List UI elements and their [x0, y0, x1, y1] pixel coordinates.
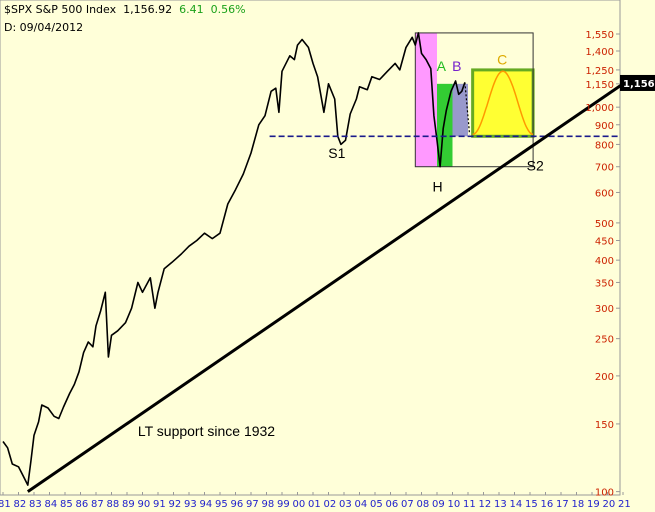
y-tick-label: 700: [595, 163, 614, 174]
y-tick-label: 1,250: [585, 66, 614, 77]
label-s2: S2: [527, 158, 544, 174]
x-tick-label: 20: [603, 499, 616, 510]
x-tick-label: 00: [293, 499, 306, 510]
label-c: C: [497, 52, 507, 68]
x-tick-label: 16: [541, 499, 554, 510]
y-tick-label: 900: [595, 121, 614, 132]
lt-support-trendline: [26, 82, 624, 493]
x-tick-label: 21: [618, 499, 631, 510]
forecast-box: [414, 32, 534, 168]
close-price: 1,156.92: [123, 3, 173, 16]
x-tick-label: 97: [246, 499, 259, 510]
x-tick-label: 05: [370, 499, 383, 510]
x-tick-label: 98: [262, 499, 275, 510]
last-price-tag: [620, 74, 655, 91]
x-tick-label: 09: [432, 499, 445, 510]
x-tick-label: 01: [308, 499, 321, 510]
change-percent: 0.56%: [210, 3, 246, 16]
y-tick-label: 400: [595, 256, 614, 267]
x-tick-label: 06: [386, 499, 399, 510]
x-tick-label: 82: [14, 499, 27, 510]
x-tick-label: 95: [215, 499, 228, 510]
x-tick-label: 11: [463, 499, 476, 510]
label-lt-support: LT support since 1932: [138, 423, 275, 439]
y-tick-label: 100: [595, 488, 614, 499]
x-tick-label: 83: [29, 499, 42, 510]
x-tick-label: 13: [494, 499, 507, 510]
x-tick-label: 89: [122, 499, 135, 510]
date-label: D: 09/04/2012: [4, 21, 84, 34]
x-tick-label: 14: [510, 499, 523, 510]
x-tick-label: 03: [339, 499, 352, 510]
y-tick-label: 450: [595, 236, 614, 247]
y-tick-label: 500: [595, 219, 614, 230]
y-tick-label: 1,400: [585, 47, 614, 58]
y-tick-label: 300: [595, 304, 614, 315]
x-tick-label: 18: [572, 499, 585, 510]
x-tick-label: 87: [91, 499, 104, 510]
x-tick-label: 81: [0, 499, 11, 510]
x-tick-label: 02: [324, 499, 337, 510]
y-tick-label: 600: [595, 188, 614, 199]
x-tick-label: 92: [169, 499, 182, 510]
y-tick-label: 200: [595, 372, 614, 383]
cycle-curve: [472, 70, 534, 136]
x-tick-label: 96: [231, 499, 244, 510]
y-tick-label: 1,000: [585, 103, 614, 114]
x-tick-label: 15: [525, 499, 538, 510]
x-tick-label: 91: [153, 499, 166, 510]
label-a: A: [437, 58, 447, 74]
label-h: H: [433, 178, 443, 194]
x-tick-label: 07: [401, 499, 414, 510]
ticker-symbol: $SPX S&P 500 Index: [4, 3, 117, 16]
chart-header: $SPX S&P 500 Index 1,156.92 6.41 0.56%: [4, 3, 246, 16]
label-s1: S1: [328, 145, 345, 161]
last-price-label: 1,156: [623, 79, 655, 90]
x-tick-label: 04: [355, 499, 368, 510]
change-value: 6.41: [179, 3, 204, 16]
x-tick-label: 08: [417, 499, 430, 510]
y-tick-label: 350: [595, 278, 614, 289]
y-tick-label: 1,550: [585, 30, 614, 41]
zone-h: [415, 32, 437, 167]
price-line: [2, 32, 466, 486]
projection-arrow: [464, 82, 471, 135]
x-tick-label: 19: [587, 499, 600, 510]
label-b: B: [452, 58, 461, 74]
x-tick-label: 90: [138, 499, 151, 510]
x-tick-label: 86: [76, 499, 89, 510]
x-tick-label: 84: [45, 499, 58, 510]
x-tick-label: 99: [277, 499, 290, 510]
zone-a: [437, 83, 453, 167]
x-tick-label: 17: [556, 499, 569, 510]
y-tick-label: 800: [595, 140, 614, 151]
plot-area-border: [0, 0, 621, 496]
zone-c: [471, 68, 535, 138]
x-tick-label: 88: [107, 499, 120, 510]
x-tick-label: 85: [60, 499, 73, 510]
zone-b: [452, 83, 468, 137]
x-tick-label: 12: [479, 499, 492, 510]
x-tick-label: 93: [184, 499, 197, 510]
y-tick-label: 150: [595, 420, 614, 431]
x-tick-label: 94: [200, 499, 213, 510]
y-tick-label: 250: [595, 335, 614, 346]
x-tick-label: 10: [448, 499, 461, 510]
y-tick-label: 1,150: [585, 80, 614, 91]
